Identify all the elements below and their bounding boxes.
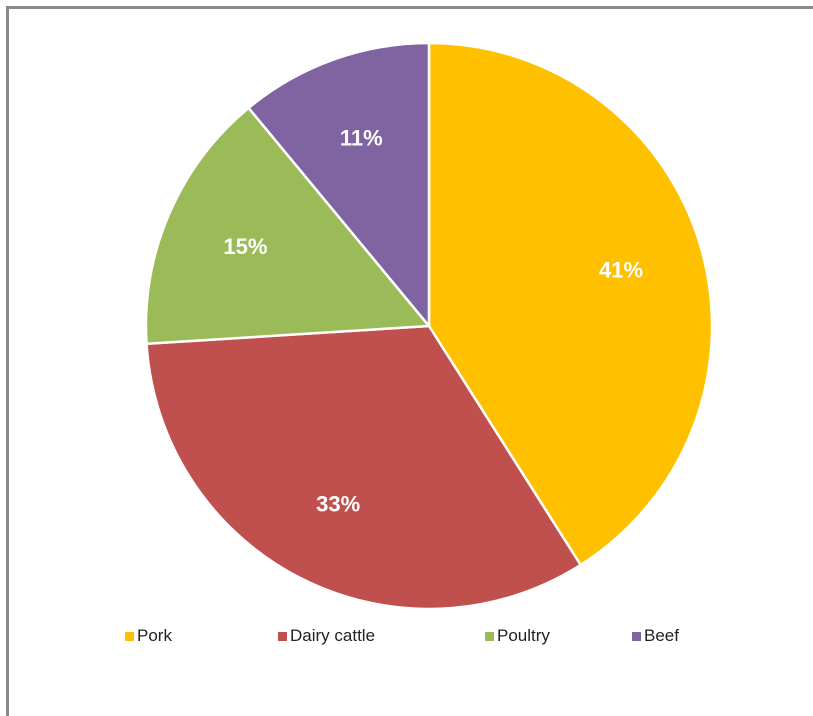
legend-label-dairy-cattle: Dairy cattle bbox=[290, 626, 376, 645]
legend-swatch-dairy-cattle bbox=[278, 631, 287, 641]
data-label-dairy-cattle: 33% bbox=[316, 492, 360, 517]
pie-slice-pork bbox=[427, 41, 714, 567]
legend-item-beef: Beef bbox=[632, 626, 679, 646]
pie-slice-dairy-cattle bbox=[145, 324, 582, 611]
pie-slice-beef bbox=[247, 41, 431, 328]
pie-slice-poultry bbox=[144, 106, 431, 346]
legend-swatch-beef bbox=[632, 631, 641, 641]
data-label-poultry: 15% bbox=[223, 234, 267, 259]
legend-label-beef: Beef bbox=[644, 626, 679, 645]
data-label-beef: 11% bbox=[340, 125, 383, 150]
legend-label-poultry: Poultry bbox=[497, 626, 550, 645]
legend-item-dairy-cattle: Dairy cattle bbox=[278, 626, 375, 646]
legend-swatch-poultry bbox=[485, 631, 494, 641]
legend-swatch-pork bbox=[125, 631, 134, 641]
legend-item-pork: Pork bbox=[125, 626, 172, 646]
legend: Pork Dairy cattle Poultry Beef bbox=[0, 626, 813, 656]
legend-label-pork: Pork bbox=[137, 626, 172, 645]
legend-item-poultry: Poultry bbox=[485, 626, 550, 646]
data-label-pork: 41% bbox=[599, 258, 643, 283]
